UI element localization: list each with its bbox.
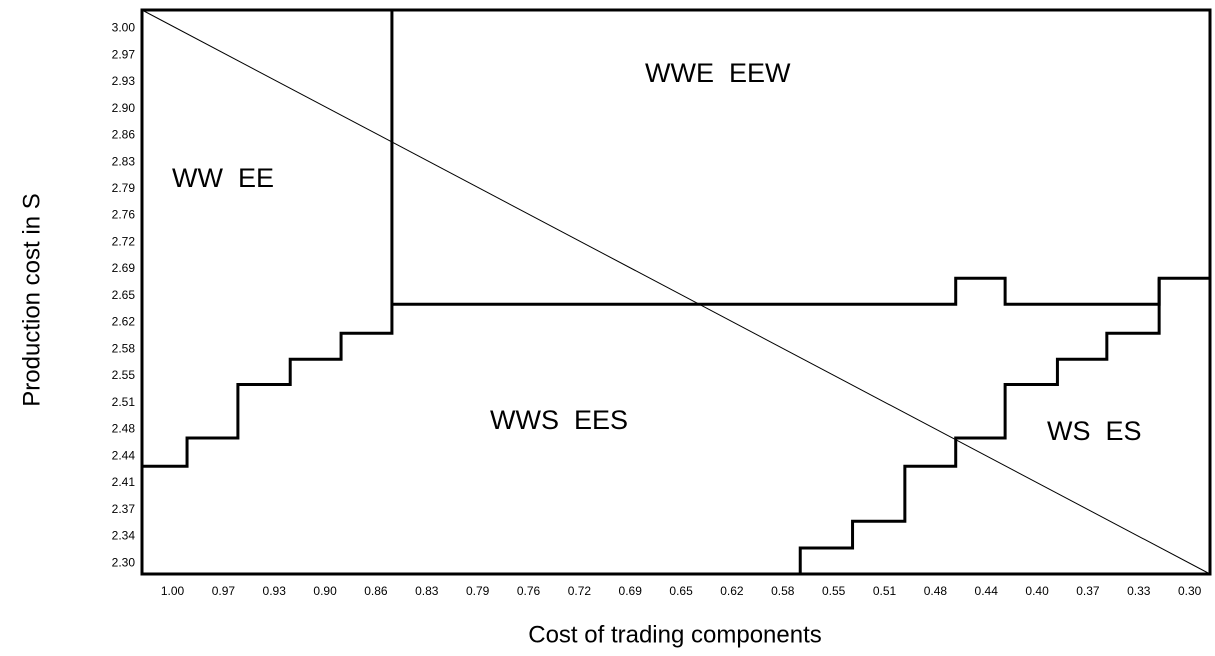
y-tick-label: 2.69 — [112, 261, 136, 275]
y-tick-label: 2.48 — [112, 422, 136, 436]
y-tick-label: 2.44 — [112, 448, 136, 462]
y-tick-label: 2.58 — [112, 341, 136, 355]
x-tick-label: 0.86 — [364, 584, 388, 598]
x-tick-label: 0.97 — [212, 584, 236, 598]
x-tick-label: 0.30 — [1178, 584, 1202, 598]
x-tick-label: 1.00 — [161, 584, 185, 598]
x-tick-label: 0.44 — [975, 584, 999, 598]
y-tick-label: 2.65 — [112, 288, 136, 302]
y-tick-label: 2.97 — [112, 47, 136, 61]
y-tick-label: 3.00 — [112, 21, 136, 35]
y-tick-label: 2.55 — [112, 368, 136, 382]
x-tick-label: 0.69 — [619, 584, 643, 598]
x-tick-label: 0.65 — [669, 584, 693, 598]
x-tick-label: 0.93 — [263, 584, 287, 598]
y-tick-label: 2.51 — [112, 395, 136, 409]
x-tick-label: 0.58 — [771, 584, 795, 598]
y-axis-title: Production cost in S — [18, 193, 45, 406]
x-tick-label: 0.79 — [466, 584, 490, 598]
y-tick-label: 2.86 — [112, 128, 136, 142]
y-tick-label: 2.79 — [112, 181, 136, 195]
y-tick-label: 2.72 — [112, 234, 136, 248]
region-label: WS ES — [1047, 416, 1142, 446]
x-tick-label: 0.83 — [415, 584, 439, 598]
x-tick-label: 0.62 — [720, 584, 744, 598]
x-tick-label: 0.33 — [1127, 584, 1151, 598]
x-tick-label: 0.48 — [924, 584, 948, 598]
y-tick-label: 2.93 — [112, 74, 136, 88]
boundary-line — [142, 10, 394, 468]
region-label: WWE EEW — [645, 58, 791, 88]
diagonal-line — [141, 9, 1211, 575]
y-tick-label: 2.83 — [112, 154, 136, 168]
region-label: WW EE — [172, 163, 274, 193]
plot-frame — [140, 8, 1212, 576]
y-tick-label: 2.37 — [112, 502, 136, 516]
y-tick-label: 2.76 — [112, 208, 136, 222]
x-tick-label: 0.40 — [1025, 584, 1049, 598]
x-tick-label: 0.55 — [822, 584, 846, 598]
x-axis-title: Cost of trading components — [528, 621, 822, 648]
x-tick-label: 0.72 — [568, 584, 592, 598]
region-label: WWS EES — [490, 405, 628, 435]
y-tick-label: 2.90 — [112, 101, 136, 115]
x-tick-label: 0.37 — [1076, 584, 1100, 598]
x-tick-label: 0.90 — [313, 584, 337, 598]
y-tick-label: 2.41 — [112, 475, 136, 489]
x-tick-label: 0.51 — [873, 584, 897, 598]
y-tick-label: 2.34 — [112, 529, 136, 543]
y-tick-label: 2.62 — [112, 315, 136, 329]
y-tick-label: 2.30 — [112, 555, 136, 569]
x-tick-label: 0.76 — [517, 584, 541, 598]
boundary-line — [798, 278, 1161, 574]
boundary-line — [391, 276, 1210, 306]
